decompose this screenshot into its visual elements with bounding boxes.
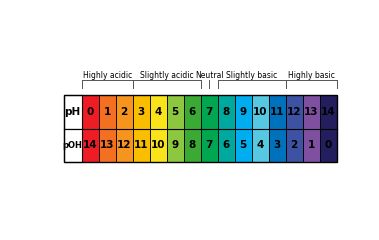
Text: 13: 13 — [100, 140, 114, 150]
Text: 10: 10 — [253, 107, 268, 117]
Text: 5: 5 — [240, 140, 247, 150]
Bar — [303, 129, 320, 162]
Bar — [116, 95, 133, 129]
Bar — [150, 129, 167, 162]
Text: 2: 2 — [121, 107, 128, 117]
Text: 2: 2 — [291, 140, 298, 150]
Bar — [167, 95, 184, 129]
Text: 10: 10 — [151, 140, 166, 150]
Text: pOH: pOH — [63, 141, 83, 150]
Bar — [235, 129, 252, 162]
Bar — [201, 129, 218, 162]
Bar — [116, 129, 133, 162]
Text: pH: pH — [64, 107, 81, 117]
Text: Neutral: Neutral — [195, 71, 224, 80]
Text: 3: 3 — [274, 140, 281, 150]
Text: Slightly acidic: Slightly acidic — [140, 71, 194, 80]
Bar — [133, 95, 150, 129]
Text: 1: 1 — [103, 107, 111, 117]
Bar — [64, 95, 82, 129]
Text: 12: 12 — [287, 107, 301, 117]
Text: 13: 13 — [304, 107, 318, 117]
Bar — [99, 129, 116, 162]
Text: 6: 6 — [222, 140, 230, 150]
Text: 11: 11 — [134, 140, 149, 150]
Bar — [150, 95, 167, 129]
Bar — [64, 95, 337, 162]
Text: 5: 5 — [172, 107, 179, 117]
Bar — [184, 129, 201, 162]
Bar — [269, 129, 286, 162]
Text: 9: 9 — [172, 140, 179, 150]
Bar — [252, 129, 269, 162]
Text: 11: 11 — [270, 107, 285, 117]
Bar — [82, 129, 99, 162]
Bar — [218, 129, 235, 162]
Bar — [252, 95, 269, 129]
Text: 14: 14 — [83, 140, 97, 150]
Text: Slightly basic: Slightly basic — [226, 71, 277, 80]
Bar — [167, 129, 184, 162]
Text: 1: 1 — [308, 140, 315, 150]
Text: 0: 0 — [87, 107, 94, 117]
Text: 7: 7 — [205, 140, 213, 150]
Text: 3: 3 — [138, 107, 145, 117]
Text: 8: 8 — [222, 107, 230, 117]
Text: 8: 8 — [189, 140, 196, 150]
Text: 4: 4 — [155, 107, 162, 117]
Bar — [133, 129, 150, 162]
Bar — [286, 129, 303, 162]
Text: 0: 0 — [324, 140, 332, 150]
Bar — [201, 95, 218, 129]
Bar — [303, 95, 320, 129]
Text: Highly basic: Highly basic — [288, 71, 335, 80]
Text: 9: 9 — [240, 107, 247, 117]
Bar — [184, 95, 201, 129]
Text: Highly acidic: Highly acidic — [83, 71, 132, 80]
Text: 6: 6 — [189, 107, 196, 117]
Bar — [320, 129, 337, 162]
Bar — [235, 95, 252, 129]
Text: 4: 4 — [257, 140, 264, 150]
Text: 7: 7 — [205, 107, 213, 117]
Bar — [82, 95, 99, 129]
Bar — [218, 95, 235, 129]
Bar — [320, 95, 337, 129]
Text: 12: 12 — [117, 140, 132, 150]
Bar — [99, 95, 116, 129]
Text: 14: 14 — [321, 107, 335, 117]
Bar — [269, 95, 286, 129]
Bar — [286, 95, 303, 129]
Bar — [64, 129, 82, 162]
